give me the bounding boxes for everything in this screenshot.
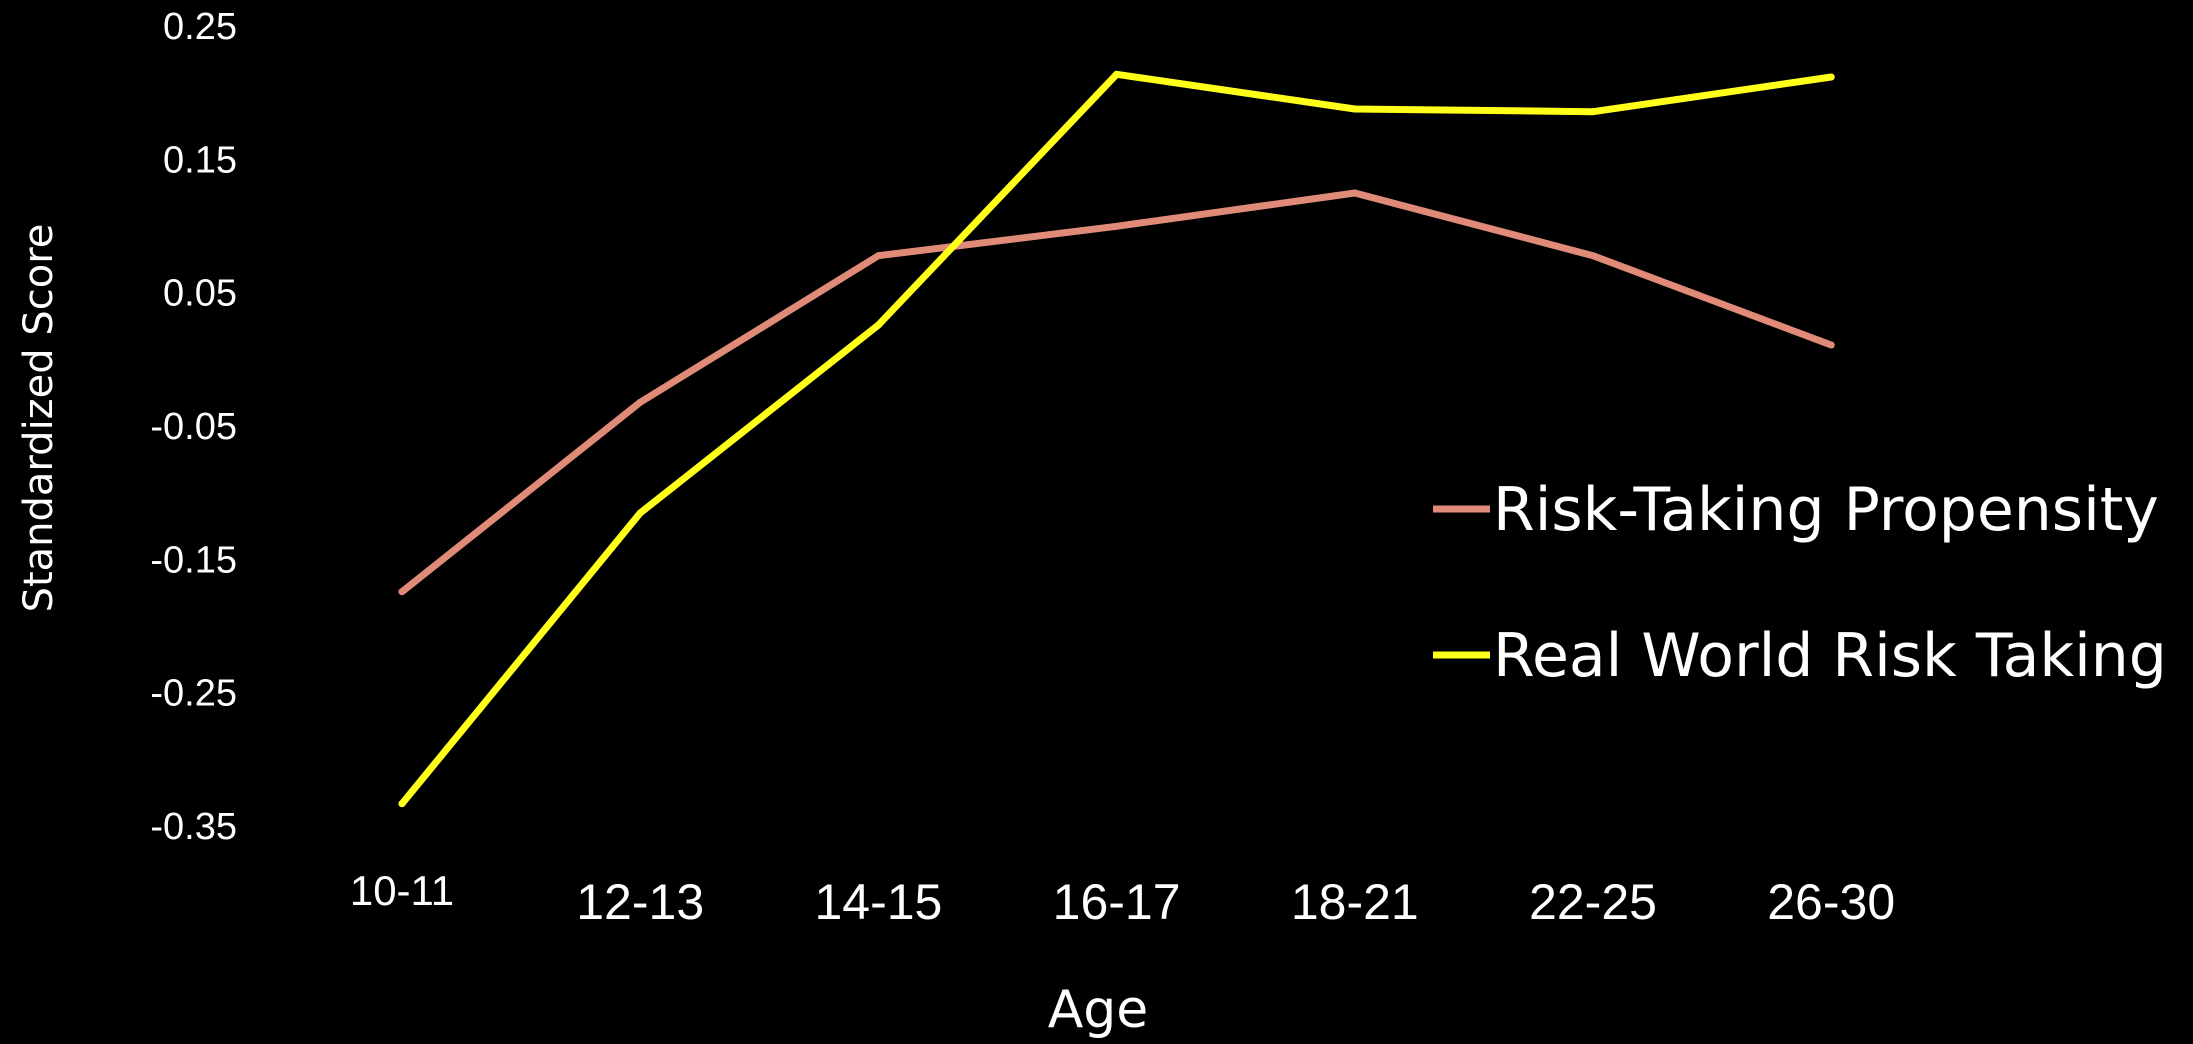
- y-tick-label: 0.25: [163, 6, 237, 48]
- y-tick-label: -0.15: [150, 539, 237, 581]
- series-line-2: [398, 70, 1835, 808]
- data-point: [1589, 252, 1597, 260]
- x-tick-label: 16-17: [1053, 874, 1181, 930]
- y-tick-label: 0.15: [163, 139, 237, 181]
- data-point: [874, 252, 882, 260]
- legend-label: Real World Risk Taking: [1493, 621, 2167, 691]
- x-axis-ticks: 10-11 12-13 14-15 16-17 18-21 22-25 26-30: [350, 867, 1895, 930]
- legend: Risk-Taking Propensity Real World Risk Ta…: [1433, 475, 2167, 691]
- x-tick-label: 10-11: [350, 867, 454, 914]
- data-point: [1351, 189, 1359, 197]
- data-point: [398, 588, 406, 596]
- y-tick-label: -0.25: [150, 673, 237, 715]
- data-point: [1113, 222, 1121, 230]
- data-point: [398, 800, 406, 808]
- data-point: [636, 509, 644, 517]
- y-tick-label: -0.05: [150, 406, 237, 448]
- y-tick-label: 0.05: [163, 273, 237, 315]
- data-point: [1827, 73, 1835, 81]
- data-point: [1589, 108, 1597, 116]
- data-point: [636, 398, 644, 406]
- data-point: [1351, 105, 1359, 113]
- x-tick-label: 26-30: [1767, 874, 1895, 930]
- x-tick-label: 22-25: [1529, 874, 1657, 930]
- y-axis-ticks: 0.25 0.15 0.05 -0.05 -0.15 -0.25 -0.35: [150, 6, 237, 848]
- x-axis-title: Age: [1048, 980, 1149, 1040]
- y-axis-title: Standardized Score: [16, 224, 62, 613]
- series-lines: [398, 70, 1835, 808]
- x-tick-label: 18-21: [1291, 874, 1419, 930]
- data-point: [1113, 70, 1121, 78]
- legend-label: Risk-Taking Propensity: [1493, 475, 2159, 545]
- y-tick-label: -0.35: [150, 806, 237, 848]
- x-tick-label: 12-13: [576, 874, 704, 930]
- x-tick-label: 14-15: [814, 874, 942, 930]
- data-point: [1827, 341, 1835, 349]
- data-point: [874, 321, 882, 329]
